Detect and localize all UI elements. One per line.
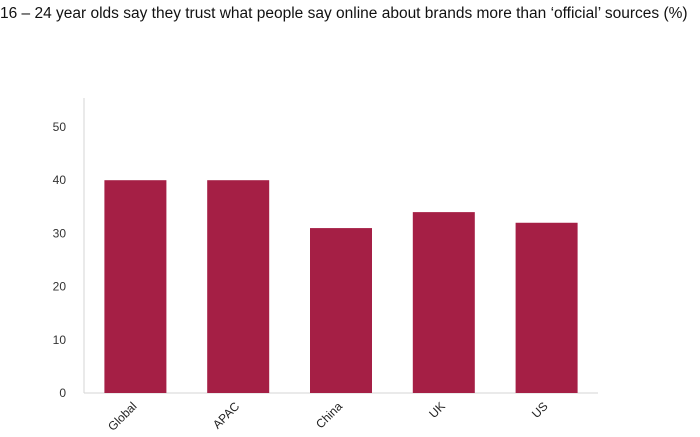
x-category-label: APAC [210, 399, 243, 432]
y-tick-label: 50 [53, 120, 67, 134]
bar-us [515, 222, 578, 393]
y-axis-ticks: 0 10 20 30 40 50 [53, 120, 67, 400]
bar-global [104, 180, 167, 393]
bar-apac [207, 180, 270, 393]
y-tick-label: 10 [53, 333, 67, 347]
bars [104, 180, 578, 393]
x-category-label: UK [426, 399, 448, 421]
y-tick-label: 20 [53, 280, 67, 294]
chart-title: 16 – 24 year olds say they trust what pe… [0, 5, 688, 22]
x-category-label: US [529, 399, 551, 421]
y-tick-label: 30 [53, 226, 67, 240]
x-category-label: Global [105, 399, 139, 433]
x-axis-labels: Global APAC China UK US [105, 399, 551, 434]
x-category-label: China [313, 399, 345, 431]
bar-uk [412, 212, 475, 393]
bar-china [310, 228, 372, 393]
y-tick-label: 0 [59, 386, 66, 400]
y-tick-label: 40 [53, 173, 67, 187]
